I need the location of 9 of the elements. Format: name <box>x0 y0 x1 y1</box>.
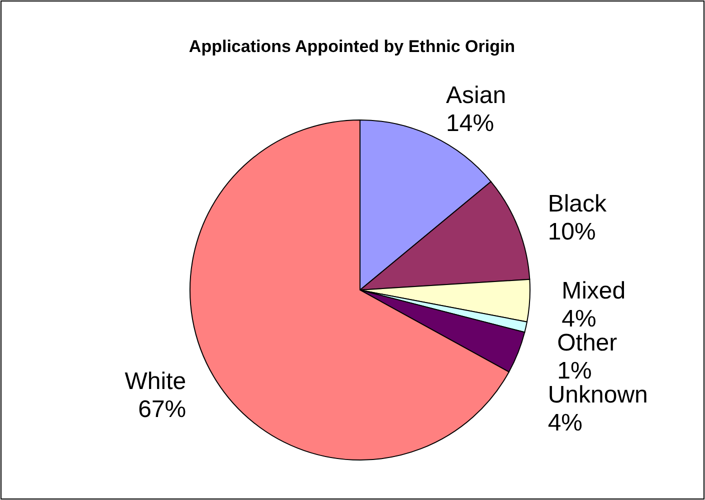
chart-title: Applications Appointed by Ethnic Origin <box>188 37 516 56</box>
data-label: 4% <box>548 410 582 437</box>
data-label: 14% <box>446 110 494 138</box>
slice-label: White <box>124 368 186 395</box>
slice-label: Black <box>548 190 608 218</box>
slice-label: Mixed <box>562 278 626 305</box>
data-label: 10% <box>548 218 596 246</box>
slice-label: Asian <box>446 82 506 110</box>
data-label: 67% <box>138 396 186 423</box>
